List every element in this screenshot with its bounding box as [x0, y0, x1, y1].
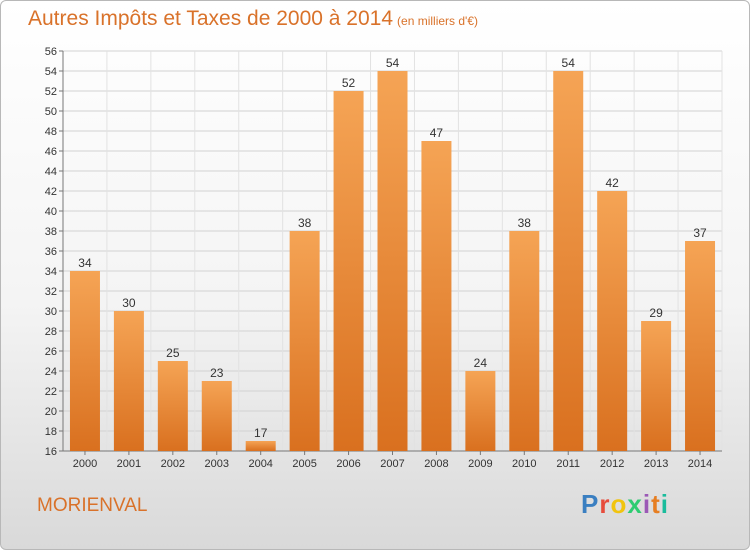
y-tick-label: 16 [45, 446, 57, 458]
x-tick-label: 2005 [292, 458, 316, 470]
data-label-2008: 47 [430, 126, 444, 140]
proxiti-logo[interactable]: Proxiti [581, 489, 669, 520]
bars: 34 30 25 23 17 38 52 54 47 24 38 54 42 29 37 [69, 56, 716, 451]
data-label-2002: 25 [166, 346, 180, 360]
logo-letter: r [599, 489, 611, 519]
bar-2005 [289, 231, 320, 451]
x-tick-label: 2003 [205, 458, 229, 470]
bar-2010 [509, 231, 540, 451]
data-label-2004: 17 [254, 426, 268, 440]
y-tick-label: 24 [45, 366, 57, 378]
y-tick-label: 36 [45, 246, 57, 258]
x-tick-label: 2011 [556, 458, 580, 470]
x-tick-label: 2009 [468, 458, 492, 470]
x-tick-label: 2006 [336, 458, 360, 470]
y-tick-label: 42 [45, 186, 57, 198]
y-tick-label: 26 [45, 346, 57, 358]
data-label-2014: 37 [693, 226, 707, 240]
x-tick-label: 2010 [512, 458, 536, 470]
x-tick-label: 2008 [424, 458, 448, 470]
y-tick-label: 54 [45, 66, 57, 78]
y-tick-label: 56 [45, 46, 57, 58]
y-tick-label: 20 [45, 406, 57, 418]
data-label-2011: 54 [562, 56, 576, 70]
y-tick-label: 44 [45, 166, 57, 178]
bar-2008 [421, 141, 452, 451]
x-tick-label: 2007 [380, 458, 404, 470]
logo-letter: i [660, 489, 669, 519]
bar-2003 [201, 381, 232, 451]
logo-letter: x [627, 489, 643, 519]
y-tick-label: 46 [45, 146, 57, 158]
y-tick-label: 28 [45, 326, 57, 338]
x-tick-label: 2000 [73, 458, 97, 470]
bar-2000 [69, 271, 100, 451]
data-label-2006: 52 [342, 76, 356, 90]
x-tick-label: 2013 [644, 458, 668, 470]
data-label-2010: 38 [518, 216, 532, 230]
data-label-2007: 54 [386, 56, 400, 70]
data-label-2001: 30 [122, 296, 136, 310]
y-tick-label: 38 [45, 226, 57, 238]
bar-2013 [641, 321, 672, 451]
bar-2014 [685, 241, 716, 451]
data-label-2000: 34 [78, 256, 92, 270]
bar-2009 [465, 371, 496, 451]
logo-letter: P [581, 489, 600, 519]
data-label-2013: 29 [649, 306, 663, 320]
bar-2012 [597, 191, 628, 451]
logo-letter: i [642, 489, 652, 519]
chart-title-text: Autres Impôts et Taxes de 2000 à 2014 [28, 7, 394, 30]
place-name: MORIENVAL [37, 495, 148, 516]
x-tick-label: 2002 [161, 458, 185, 470]
bar-2001 [113, 311, 144, 451]
bar-2007 [377, 71, 408, 451]
logo-letter: t [651, 489, 661, 519]
proxiti-logo-text: Proxiti [581, 489, 669, 519]
bar-2002 [157, 361, 188, 451]
y-tick-label: 34 [45, 266, 57, 278]
y-tick-label: 48 [45, 126, 57, 138]
data-label-2012: 42 [605, 176, 619, 190]
x-tick-label: 2014 [688, 458, 712, 470]
data-label-2005: 38 [298, 216, 312, 230]
data-label-2009: 24 [474, 356, 488, 370]
bar-2011 [553, 71, 584, 451]
bar-2006 [333, 91, 364, 451]
y-tick-label: 52 [45, 86, 57, 98]
y-tick-label: 18 [45, 426, 57, 438]
logo-letter: o [610, 489, 628, 519]
data-label-2003: 23 [210, 366, 224, 380]
bar-2004 [245, 441, 276, 451]
chart-title: Autres Impôts et Taxes de 2000 à 2014 (en… [28, 7, 478, 31]
y-tick-label: 50 [45, 106, 57, 118]
x-tick-label: 2001 [117, 458, 141, 470]
chart-subtitle: (en milliers d'€) [397, 14, 479, 28]
y-tick-label: 40 [45, 206, 57, 218]
x-tick-label: 2012 [600, 458, 624, 470]
y-tick-label: 32 [45, 286, 57, 298]
y-tick-label: 22 [45, 386, 57, 398]
y-tick-label: 30 [45, 306, 57, 318]
x-tick-label: 2004 [248, 458, 272, 470]
